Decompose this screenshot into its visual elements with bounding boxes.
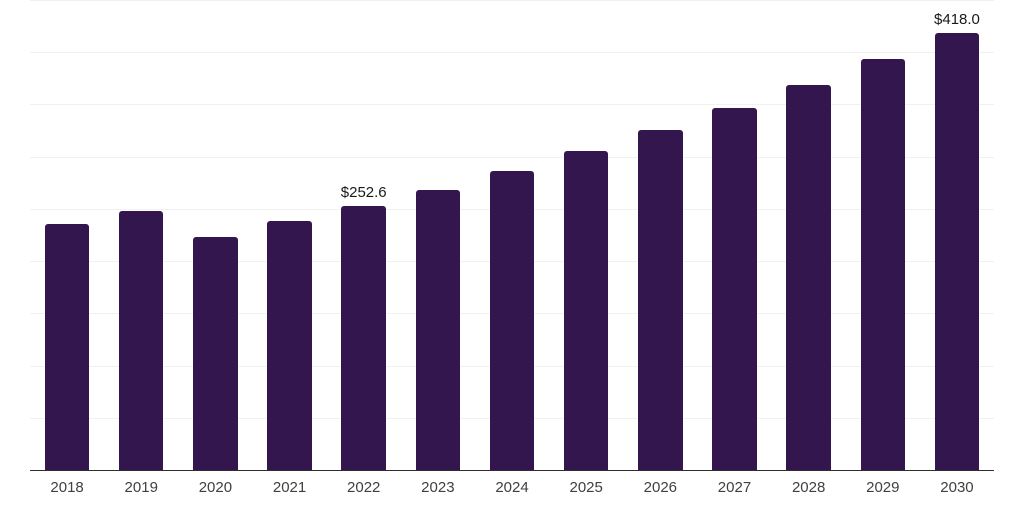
bar-2020[interactable] <box>193 236 238 470</box>
x-tick-2019: 2019 <box>124 479 158 496</box>
bar-2030[interactable] <box>934 33 980 470</box>
bar-band-2018 <box>30 0 104 470</box>
bar-band-2025 <box>549 0 623 470</box>
bar-2028[interactable] <box>786 84 831 470</box>
bar-band-2024 <box>475 0 549 470</box>
x-tick-2020: 2020 <box>198 479 233 496</box>
data-label-2022: $252.6 <box>340 184 387 202</box>
bar-band-2027 <box>697 0 771 470</box>
bar-2023[interactable] <box>415 190 461 470</box>
bar-band-2021 <box>252 0 326 470</box>
gridline-450 <box>30 0 994 1</box>
x-tick-2023: 2023 <box>421 479 455 496</box>
x-tick-2022: 2022 <box>347 479 381 496</box>
bar-2022[interactable] <box>341 206 386 470</box>
gridline-300 <box>30 156 994 158</box>
bar-band-2023 <box>401 0 475 470</box>
bar-band-2028 <box>772 0 846 470</box>
bar-2026[interactable] <box>638 130 683 470</box>
x-tick-2018: 2018 <box>50 479 84 496</box>
bar-2018[interactable] <box>44 223 90 470</box>
x-tick-2026: 2026 <box>643 479 678 496</box>
x-tick-2030: 2030 <box>940 479 974 496</box>
x-tick-2029: 2029 <box>866 479 900 496</box>
bar-band-2030: $418.0 <box>920 0 994 470</box>
bars-group: $252.6 $418.0 <box>30 0 994 470</box>
x-axis-line <box>30 469 994 471</box>
x-tick-2027: 2027 <box>717 479 752 496</box>
x-axis-tick-labels: 2018 2019 2020 2021 2022 2023 2024 2025 2026 2027… <box>30 478 994 498</box>
plot-area: $252.6 $418.0 <box>30 0 994 471</box>
x-tick-2021: 2021 <box>272 479 307 496</box>
gridline-400 <box>30 52 994 54</box>
x-tick-2028: 2028 <box>791 479 826 496</box>
bar-band-2022: $252.6 <box>327 0 401 470</box>
bar-2019[interactable] <box>118 210 164 470</box>
bar-band-2026 <box>623 0 697 470</box>
bar-band-2019 <box>104 0 178 470</box>
bar-2024[interactable] <box>489 171 535 470</box>
bar-band-2020 <box>178 0 252 470</box>
bar-2029[interactable] <box>860 59 906 470</box>
x-tick-2024: 2024 <box>495 479 529 496</box>
bar-2021[interactable] <box>267 221 312 470</box>
bar-2027[interactable] <box>712 108 757 470</box>
gridline-350 <box>30 104 994 106</box>
bar-2025[interactable] <box>563 151 609 470</box>
bar-band-2029 <box>846 0 920 470</box>
x-tick-2025: 2025 <box>569 479 603 496</box>
data-label-2030: $418.0 <box>934 11 980 29</box>
